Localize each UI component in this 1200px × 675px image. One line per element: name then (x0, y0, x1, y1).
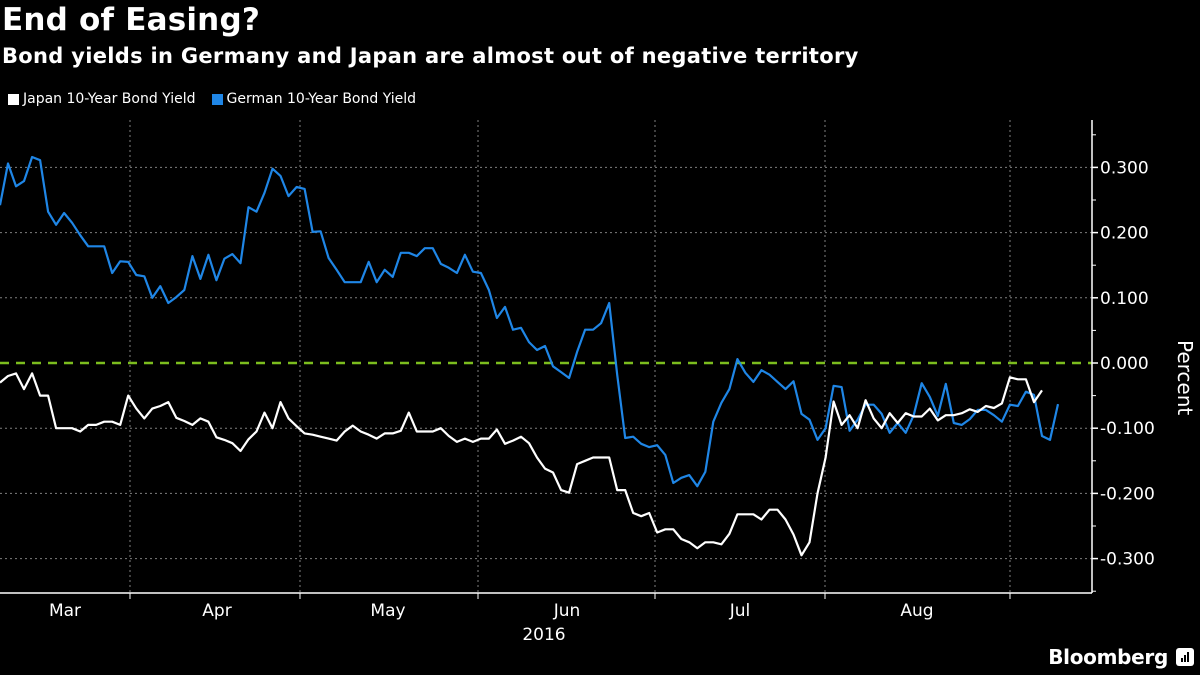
series-lines (0, 155, 1060, 557)
y-tick-label: 0.100 (1100, 289, 1149, 309)
axes (0, 120, 1098, 599)
legend-item-germany: German 10-Year Bond Yield (211, 91, 417, 107)
legend-label-germany: German 10-Year Bond Yield (226, 91, 417, 107)
chart-title: End of Easing? (2, 2, 261, 38)
gridlines (0, 120, 1092, 593)
legend-swatch-japan (8, 93, 19, 105)
bloomberg-logo-icon (1176, 648, 1194, 666)
y-axis-title: Percent (1173, 340, 1197, 415)
x-tick-label: Aug (900, 601, 933, 621)
x-tick-label: Jun (553, 601, 581, 621)
series-line-japan (0, 372, 1043, 557)
y-tick-label: -0.200 (1100, 484, 1155, 504)
axis-labels: 0.300 0.200 0.100 0.000 -0.100 -0.200 -0.300 Ma… (49, 158, 1197, 645)
x-tick-label: May (370, 601, 405, 621)
y-tick-label: -0.100 (1100, 419, 1155, 439)
legend-label-japan: Japan 10-Year Bond Yield (23, 91, 196, 107)
y-tick-label: 0.000 (1100, 354, 1149, 374)
chart-subtitle: Bond yields in Germany and Japan are alm… (2, 44, 859, 68)
y-tick-label: 0.200 (1100, 224, 1149, 244)
y-tick-label: -0.300 (1100, 550, 1155, 570)
x-tick-label: Apr (202, 601, 231, 621)
legend: Japan 10-Year Bond Yield German 10-Year … (8, 91, 416, 107)
y-tick-label: 0.300 (1100, 158, 1149, 178)
bloomberg-brand: Bloomberg (1048, 645, 1168, 669)
x-axis-title: 2016 (522, 625, 565, 645)
x-tick-label: Mar (49, 601, 81, 621)
legend-item-japan: Japan 10-Year Bond Yield (8, 91, 196, 107)
legend-swatch-germany (211, 93, 223, 105)
x-tick-label: Jul (729, 601, 751, 621)
series-line-germany (0, 155, 1060, 488)
